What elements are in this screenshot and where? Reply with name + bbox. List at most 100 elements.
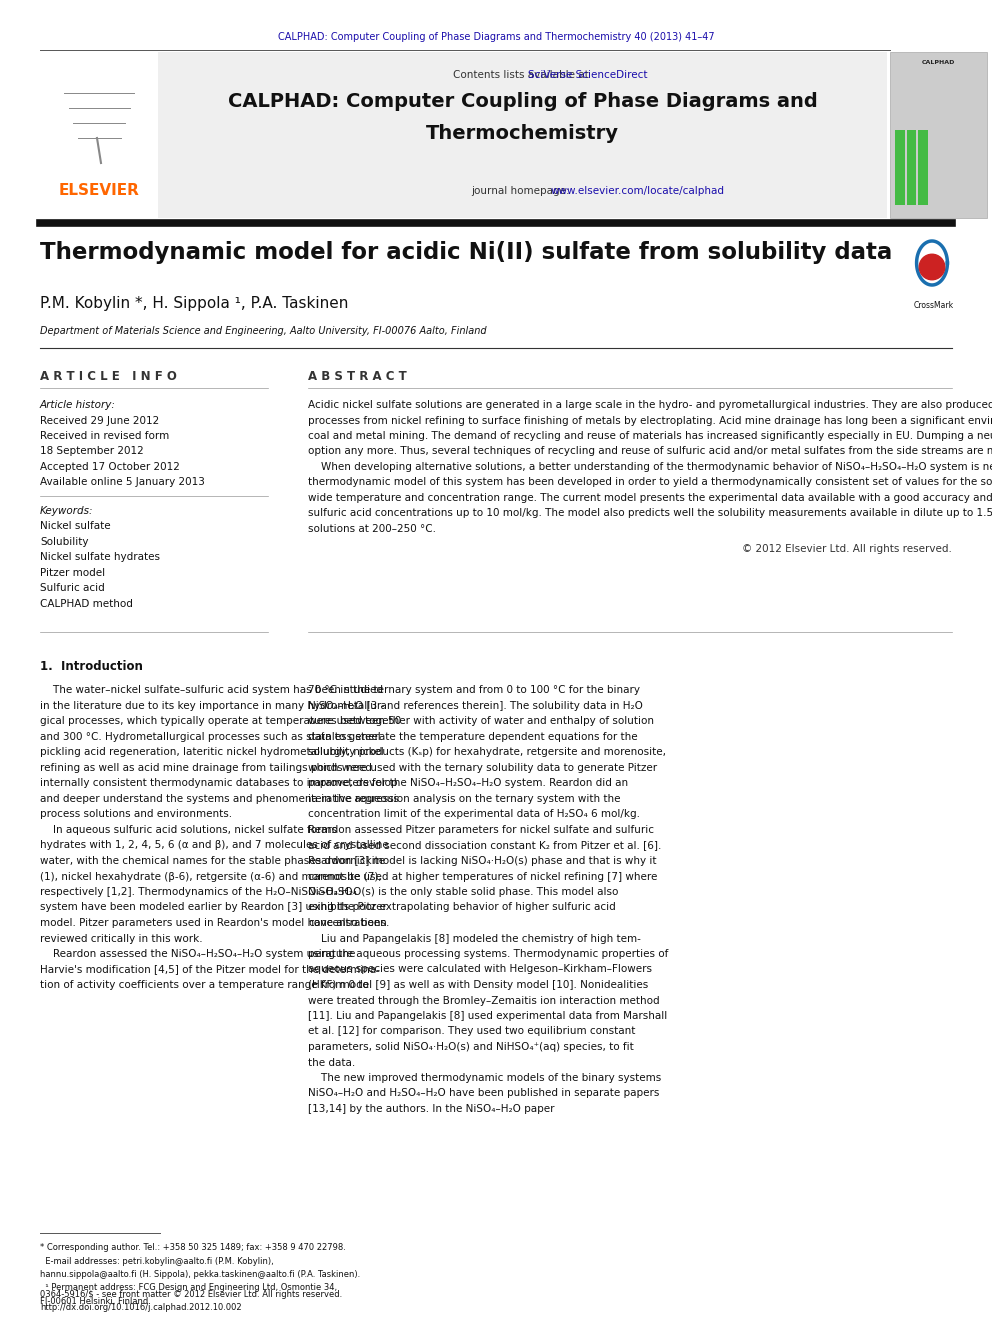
Text: Article history:: Article history:	[40, 400, 116, 410]
Text: option any more. Thus, several techniques of recycling and reuse of sulfuric aci: option any more. Thus, several technique…	[308, 446, 992, 456]
Text: Received 29 June 2012: Received 29 June 2012	[40, 415, 160, 426]
Text: A R T I C L E   I N F O: A R T I C L E I N F O	[40, 370, 177, 382]
Text: process solutions and environments.: process solutions and environments.	[40, 810, 232, 819]
Text: which were used with the ternary solubility data to generate Pitzer: which were used with the ternary solubil…	[308, 763, 657, 773]
Text: sulfuric acid concentrations up to 10 mol/kg. The model also predicts well the s: sulfuric acid concentrations up to 10 mo…	[308, 508, 992, 519]
Text: water, with the chemical names for the stable phases dwornickite: water, with the chemical names for the s…	[40, 856, 385, 867]
Text: concentrations.: concentrations.	[308, 918, 390, 927]
Text: thermodynamic model of this system has been developed in order to yield a thermo: thermodynamic model of this system has b…	[308, 478, 992, 487]
Bar	[907, 130, 916, 205]
Text: the data.: the data.	[308, 1057, 355, 1068]
Text: A B S T R A C T: A B S T R A C T	[308, 370, 407, 382]
Text: and deeper understand the systems and phenomena in the aqueous: and deeper understand the systems and ph…	[40, 794, 399, 804]
Text: ELSEVIER: ELSEVIER	[59, 183, 140, 198]
Text: © 2012 Elsevier Ltd. All rights reserved.: © 2012 Elsevier Ltd. All rights reserved…	[742, 545, 952, 554]
Text: solubility products (Kₛp) for hexahydrate, retgersite and morenosite,: solubility products (Kₛp) for hexahydrat…	[308, 747, 666, 758]
Text: NiSO₄–H₂O [3 and references therein]. The solubility data in H₂O: NiSO₄–H₂O [3 and references therein]. Th…	[308, 701, 643, 710]
Text: * Corresponding author. Tel.: +358 50 325 1489; fax: +358 9 470 22798.: * Corresponding author. Tel.: +358 50 32…	[40, 1244, 346, 1252]
Text: [13,14] by the authors. In the NiSO₄–H₂O paper: [13,14] by the authors. In the NiSO₄–H₂O…	[308, 1103, 555, 1114]
Text: Department of Materials Science and Engineering, Aalto University, FI-00076 Aalt: Department of Materials Science and Engi…	[40, 325, 487, 336]
Circle shape	[920, 254, 944, 279]
Text: CALPHAD: Computer Coupling of Phase Diagrams and Thermochemistry 40 (2013) 41–47: CALPHAD: Computer Coupling of Phase Diag…	[278, 32, 714, 42]
Text: tion of activity coefficients over a temperature range from 0 to: tion of activity coefficients over a tem…	[40, 980, 369, 990]
Text: The water–nickel sulfate–sulfuric acid system has been studied: The water–nickel sulfate–sulfuric acid s…	[40, 685, 383, 696]
Text: journal homepage:: journal homepage:	[471, 187, 573, 196]
Text: Harvie's modification [4,5] of the Pitzer model for the determina-: Harvie's modification [4,5] of the Pitze…	[40, 964, 380, 975]
Text: solutions at 200–250 °C.: solutions at 200–250 °C.	[308, 524, 436, 534]
Text: Pitzer model: Pitzer model	[40, 568, 105, 578]
Text: hydrates with 1, 2, 4, 5, 6 (α and β), and 7 molecules of crystalline: hydrates with 1, 2, 4, 5, 6 (α and β), a…	[40, 840, 389, 851]
Text: perature aqueous processing systems. Thermodynamic properties of: perature aqueous processing systems. The…	[308, 949, 669, 959]
Bar	[40, 52, 158, 218]
Text: CALPHAD: Computer Coupling of Phase Diagrams and: CALPHAD: Computer Coupling of Phase Diag…	[227, 93, 817, 111]
Text: Liu and Papangelakis [8] modeled the chemistry of high tem-: Liu and Papangelakis [8] modeled the che…	[308, 934, 641, 943]
Text: data to generate the temperature dependent equations for the: data to generate the temperature depende…	[308, 732, 638, 742]
Bar	[890, 52, 987, 218]
Text: CALPHAD: CALPHAD	[922, 60, 955, 65]
Text: cannot be used at higher temperatures of nickel refining [7] where: cannot be used at higher temperatures of…	[308, 872, 658, 881]
Text: gical processes, which typically operate at temperatures between 50: gical processes, which typically operate…	[40, 717, 401, 726]
Bar	[158, 52, 887, 218]
Text: and 300 °C. Hydrometallurgical processes such as stainless steel: and 300 °C. Hydrometallurgical processes…	[40, 732, 381, 742]
Text: aqueous species were calculated with Helgeson–Kirkham–Flowers: aqueous species were calculated with Hel…	[308, 964, 652, 975]
Text: 18 September 2012: 18 September 2012	[40, 446, 144, 456]
Text: (1), nickel hexahydrate (β-6), retgersite (α-6) and morenosite (7),: (1), nickel hexahydrate (β-6), retgersit…	[40, 872, 382, 881]
Text: processes from nickel refining to surface finishing of metals by electroplating.: processes from nickel refining to surfac…	[308, 415, 992, 426]
Text: [11]. Liu and Papangelakis [8] used experimental data from Marshall: [11]. Liu and Papangelakis [8] used expe…	[308, 1011, 668, 1021]
Text: et al. [12] for comparison. They used two equilibrium constant: et al. [12] for comparison. They used tw…	[308, 1027, 635, 1036]
Text: system have been modeled earlier by Reardon [3] using the Pitzer: system have been modeled earlier by Rear…	[40, 902, 387, 913]
Text: Thermochemistry: Thermochemistry	[426, 124, 619, 143]
Text: 0364-5916/$ - see front matter © 2012 Elsevier Ltd. All rights reserved.: 0364-5916/$ - see front matter © 2012 El…	[40, 1290, 342, 1299]
Text: CrossMark: CrossMark	[914, 302, 954, 310]
Text: When developing alternative solutions, a better understanding of the thermodynam: When developing alternative solutions, a…	[308, 462, 992, 472]
Text: Nickel sulfate: Nickel sulfate	[40, 521, 111, 532]
Text: 70 °C in the ternary system and from 0 to 100 °C for the binary: 70 °C in the ternary system and from 0 t…	[308, 685, 640, 696]
Text: hannu.sippola@aalto.fi (H. Sippola), pekka.taskinen@aalto.fi (P.A. Taskinen).: hannu.sippola@aalto.fi (H. Sippola), pek…	[40, 1270, 360, 1279]
Text: Keywords:: Keywords:	[40, 505, 93, 516]
Text: Reardon [3] model is lacking NiSO₄·H₂O(s) phase and that is why it: Reardon [3] model is lacking NiSO₄·H₂O(s…	[308, 856, 657, 867]
Text: Contents lists available at: Contents lists available at	[453, 70, 592, 79]
Text: The new improved thermodynamic models of the binary systems: The new improved thermodynamic models of…	[308, 1073, 662, 1084]
Text: coal and metal mining. The demand of recycling and reuse of materials has increa: coal and metal mining. The demand of rec…	[308, 431, 992, 441]
Text: Nickel sulfate hydrates: Nickel sulfate hydrates	[40, 553, 160, 562]
Text: E-mail addresses: petri.kobylin@aalto.fi (P.M. Kobylin),: E-mail addresses: petri.kobylin@aalto.fi…	[40, 1257, 274, 1266]
Text: P.M. Kobylin *, H. Sippola ¹, P.A. Taskinen: P.M. Kobylin *, H. Sippola ¹, P.A. Taski…	[40, 296, 348, 311]
Bar	[918, 130, 928, 205]
Text: model. Pitzer parameters used in Reardon's model have also been: model. Pitzer parameters used in Reardon…	[40, 918, 387, 927]
Text: reviewed critically in this work.: reviewed critically in this work.	[40, 934, 202, 943]
Text: were treated through the Bromley–Zemaitis ion interaction method: were treated through the Bromley–Zemaiti…	[308, 995, 660, 1005]
Text: CALPHAD method: CALPHAD method	[40, 599, 133, 609]
Text: concentration limit of the experimental data of H₂SO₄ 6 mol/kg.: concentration limit of the experimental …	[308, 810, 640, 819]
Text: internally consistent thermodynamic databases to improve, develop: internally consistent thermodynamic data…	[40, 778, 398, 789]
Text: Received in revised form: Received in revised form	[40, 431, 170, 441]
Text: refining as well as acid mine drainage from tailings ponds need: refining as well as acid mine drainage f…	[40, 763, 372, 773]
Text: wide temperature and concentration range. The current model presents the experim: wide temperature and concentration range…	[308, 493, 992, 503]
Text: iterative regression analysis on the ternary system with the: iterative regression analysis on the ter…	[308, 794, 621, 804]
Text: In aqueous sulfuric acid solutions, nickel sulfate forms: In aqueous sulfuric acid solutions, nick…	[40, 826, 337, 835]
Text: FI-00601 Helsinki, Finland.: FI-00601 Helsinki, Finland.	[40, 1297, 151, 1306]
Text: were used together with activity of water and enthalpy of solution: were used together with activity of wate…	[308, 717, 654, 726]
Text: acid and used second dissociation constant K₂ from Pitzer et al. [6].: acid and used second dissociation consta…	[308, 840, 662, 851]
Text: Sulfuric acid: Sulfuric acid	[40, 583, 105, 594]
Text: parameters, solid NiSO₄·H₂O(s) and NiHSO₄⁺(aq) species, to fit: parameters, solid NiSO₄·H₂O(s) and NiHSO…	[308, 1043, 634, 1052]
Bar	[895, 130, 905, 205]
Text: ¹ Permanent address: FCG Design and Engineering Ltd, Osmontie 34,: ¹ Permanent address: FCG Design and Engi…	[40, 1283, 337, 1293]
Text: pickling acid regeneration, lateritic nickel hydrometallurgy, nickel: pickling acid regeneration, lateritic ni…	[40, 747, 384, 758]
Text: (HKF) model [9] as well as with Density model [10]. Nonidealities: (HKF) model [9] as well as with Density …	[308, 980, 648, 990]
Text: Accepted 17 October 2012: Accepted 17 October 2012	[40, 462, 180, 472]
Text: NiSO₄·H₂O(s) is the only stable solid phase. This model also: NiSO₄·H₂O(s) is the only stable solid ph…	[308, 886, 618, 897]
Text: Reardon assessed the NiSO₄–H₂SO₄–H₂O system using the: Reardon assessed the NiSO₄–H₂SO₄–H₂O sys…	[40, 949, 355, 959]
Text: www.elsevier.com/locate/calphad: www.elsevier.com/locate/calphad	[551, 187, 724, 196]
Text: Thermodynamic model for acidic Ni(II) sulfate from solubility data: Thermodynamic model for acidic Ni(II) su…	[40, 241, 892, 265]
Text: Solubility: Solubility	[40, 537, 88, 546]
Text: exhibits poor extrapolating behavior of higher sulfuric acid: exhibits poor extrapolating behavior of …	[308, 902, 616, 913]
Text: in the literature due to its key importance in many hydrometallur-: in the literature due to its key importa…	[40, 701, 384, 710]
Text: Available online 5 January 2013: Available online 5 January 2013	[40, 478, 205, 487]
Text: 1.  Introduction: 1. Introduction	[40, 660, 143, 673]
Text: parameters for the NiSO₄–H₂SO₄–H₂O system. Reardon did an: parameters for the NiSO₄–H₂SO₄–H₂O syste…	[308, 778, 628, 789]
Text: Acidic nickel sulfate solutions are generated in a large scale in the hydro- and: Acidic nickel sulfate solutions are gene…	[308, 400, 992, 410]
Text: Reardon assessed Pitzer parameters for nickel sulfate and sulfuric: Reardon assessed Pitzer parameters for n…	[308, 826, 654, 835]
Text: respectively [1,2]. Thermodynamics of the H₂O–NiSO₄–H₂SO₄: respectively [1,2]. Thermodynamics of th…	[40, 886, 357, 897]
Text: NiSO₄–H₂O and H₂SO₄–H₂O have been published in separate papers: NiSO₄–H₂O and H₂SO₄–H₂O have been publis…	[308, 1089, 660, 1098]
Text: http://dx.doi.org/10.1016/j.calphad.2012.10.002: http://dx.doi.org/10.1016/j.calphad.2012…	[40, 1303, 242, 1312]
